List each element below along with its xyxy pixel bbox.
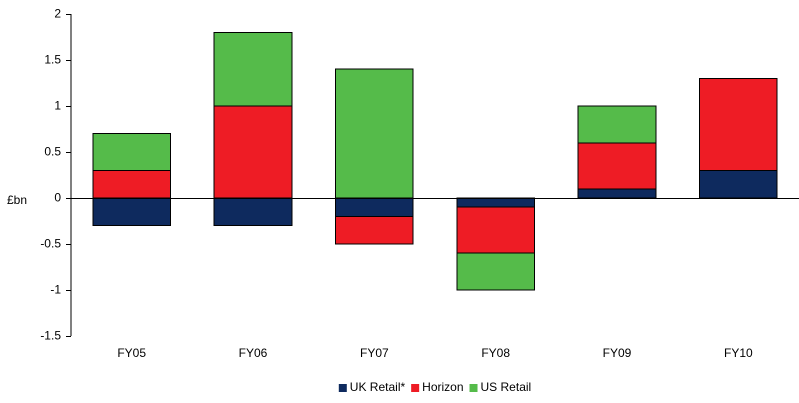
- bar-fy06-uk-retail: [213, 197, 293, 227]
- bar-fy05-uk-retail: [92, 197, 171, 227]
- bar-fy08-us-retail: [456, 252, 535, 291]
- x-tick-label: FY06: [239, 346, 268, 360]
- legend-swatch: [338, 384, 347, 392]
- legend: UK Retail* Horizon US Retail: [338, 380, 532, 394]
- legend-item: US Retail: [469, 380, 532, 394]
- x-tick-label: FY05: [117, 346, 146, 360]
- bar-fy05-horizon: [92, 169, 171, 199]
- bar-fy05-us-retail: [92, 133, 171, 171]
- x-axis-tick-labels: FY05 FY06 FY07 FY08 FY09 FY10: [117, 346, 753, 360]
- legend-swatch: [469, 384, 478, 392]
- x-tick-label: FY10: [724, 346, 753, 360]
- y-tick-label: 2: [54, 7, 61, 21]
- y-tick-label: -1: [50, 283, 61, 297]
- bar-fy09-us-retail: [577, 105, 657, 144]
- x-tick-label: FY07: [360, 346, 389, 360]
- y-axis-ticks: 2 1.5 1 0.5 0 -0.5 -1 -1.5: [40, 7, 71, 343]
- bar-fy06-us-retail: [213, 31, 293, 107]
- y-tick-label: 1.5: [44, 53, 61, 67]
- bars: [92, 31, 778, 291]
- bar-fy09-uk-retail: [577, 188, 657, 199]
- legend-label: US Retail: [481, 380, 532, 394]
- bar-fy07-horizon: [335, 215, 414, 245]
- x-tick-label: FY09: [603, 346, 632, 360]
- legend-item: Horizon: [411, 380, 464, 394]
- bar-fy10-horizon: [699, 77, 778, 171]
- y-tick-label: 0.5: [44, 145, 61, 159]
- bar-fy06-horizon: [213, 105, 293, 199]
- y-tick-label: 0: [54, 191, 61, 205]
- bar-fy07-uk-retail: [335, 197, 414, 217]
- bar-fy09-horizon: [577, 142, 657, 190]
- legend-item: UK Retail*: [338, 380, 406, 394]
- bar-fy08-uk-retail: [456, 197, 535, 208]
- bar-fy08-horizon: [456, 206, 535, 254]
- bar-fy10-uk-retail: [699, 169, 778, 199]
- legend-label: Horizon: [422, 380, 463, 394]
- y-tick-label: 1: [54, 99, 61, 113]
- legend-label: UK Retail*: [350, 380, 406, 394]
- x-tick-label: FY08: [481, 346, 510, 360]
- y-axis-label: £bn: [7, 193, 27, 207]
- y-tick-label: -0.5: [40, 237, 61, 251]
- legend-swatch: [411, 384, 420, 392]
- y-tick-label: -1.5: [40, 329, 61, 343]
- bar-fy07-us-retail: [335, 68, 414, 199]
